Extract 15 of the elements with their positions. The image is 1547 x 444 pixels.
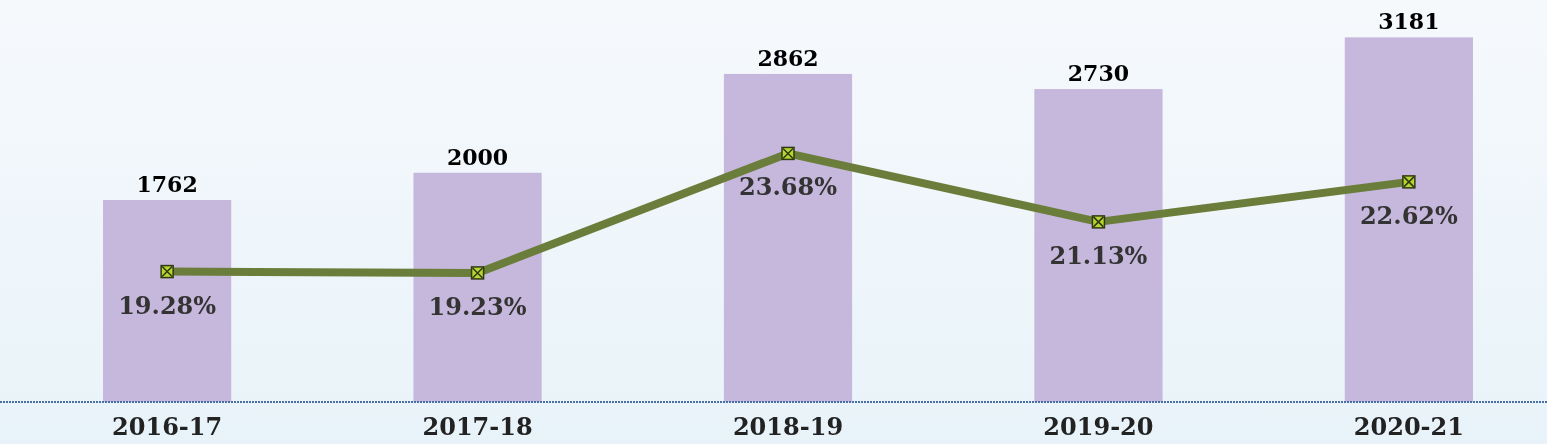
x-tick-label: 2018-19: [732, 412, 844, 441]
data-label: 2862: [757, 44, 819, 71]
data-label: 1762: [136, 171, 198, 198]
x-tick-label: 2017-18: [422, 412, 533, 441]
x-tick-label: 2019-20: [1043, 412, 1154, 441]
data-label: 23.68%: [739, 172, 838, 202]
data-label: 22.62%: [1359, 200, 1459, 230]
x-tick-label: 2016-17: [112, 412, 223, 441]
data-label: 19.23%: [428, 291, 527, 321]
data-label: 2000: [446, 143, 509, 170]
data-label: 19.28%: [118, 290, 217, 320]
x-tick-label: 2020-21: [1353, 412, 1464, 441]
data-label: 21.13%: [1049, 240, 1148, 270]
data-label: 3181: [1378, 8, 1440, 35]
data-label: 2730: [1067, 60, 1130, 87]
